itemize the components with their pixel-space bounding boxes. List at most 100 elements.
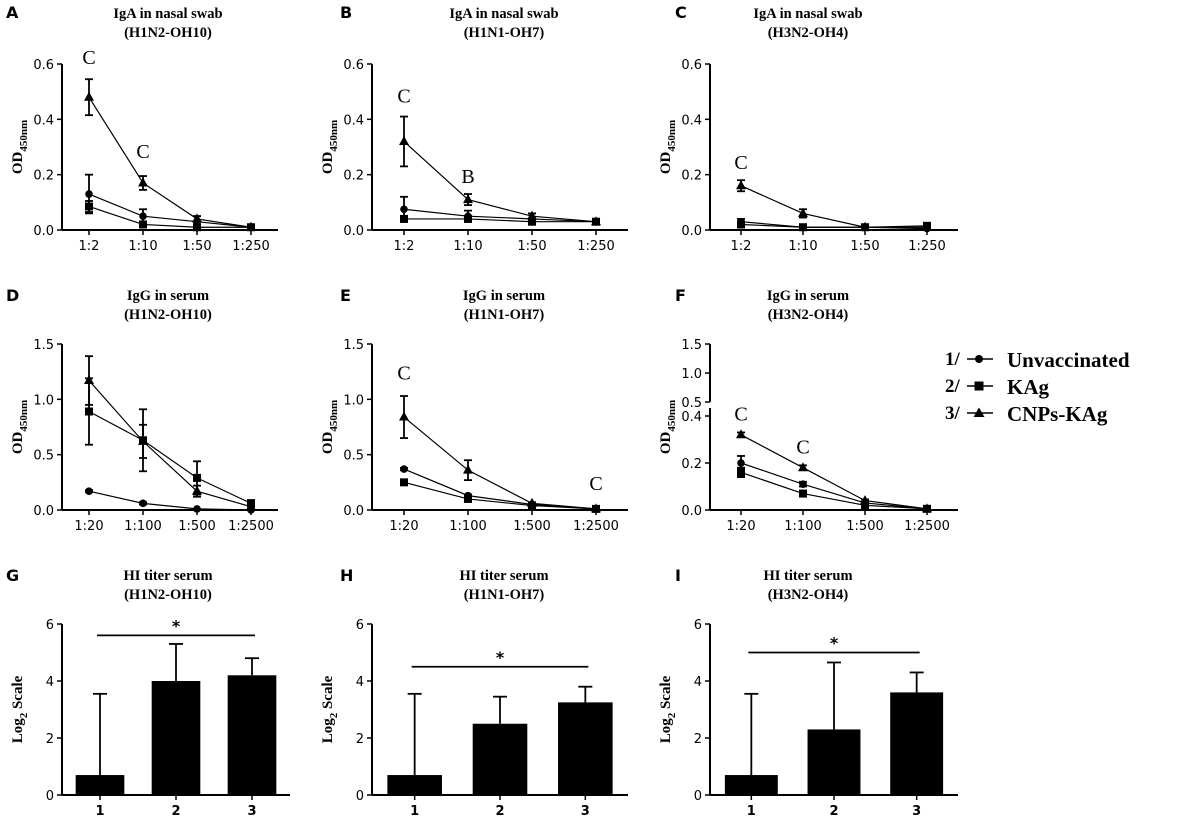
y-axis-label-G: Log2 Scale [10, 675, 30, 743]
x-tick-label-C-1-10: 1:10 [788, 239, 817, 254]
y-tick-label-B-0-0: 0.0 [343, 224, 364, 239]
x-tick-label-C-1-250: 1:250 [908, 239, 945, 254]
chart-subtitle-I: (H3N2-OH4) [768, 587, 849, 603]
y-tick-label-A-0-2: 0.2 [33, 169, 54, 184]
marker-F-cnps-kag-0 [736, 429, 746, 439]
marker-F-kag-0 [737, 468, 745, 477]
y-tick-label-D-0-5: 0.5 [33, 449, 54, 464]
panel-letter-G: G [6, 566, 19, 585]
series-A-unvaccinated [85, 173, 255, 232]
y-tick-label-F-0-0: 0.0 [681, 504, 702, 519]
x-tick-label-A-1-10: 1:10 [128, 239, 157, 254]
marker-A-kag-0 [85, 202, 93, 211]
x-tick-label-F-1-100: 1:100 [784, 519, 821, 534]
marker-D-unvaccinated-1 [139, 499, 147, 508]
marker-B-cnps-kag-0 [399, 135, 409, 145]
marker-C-cnps-kag-3 [922, 221, 932, 231]
chart-title-I: HI titer serum [763, 568, 852, 584]
marker-B-kag-1 [464, 214, 472, 223]
series-E-kag [400, 478, 600, 513]
marker-A-unvaccinated-0 [85, 190, 93, 198]
bar-G-1 [75, 775, 125, 795]
x-tick-label-F-1-20: 1:20 [726, 519, 755, 534]
y-axis-label-A: OD450nm [10, 120, 30, 174]
series-C-cnps-kag [736, 179, 932, 231]
bar-I-1 [724, 775, 778, 795]
bar-I-2 [807, 729, 861, 795]
y-axis-label-C: OD450nm [658, 120, 678, 174]
x-tick-label-C-1-50: 1:50 [850, 239, 879, 254]
series-line-F-cnps-kag [740, 434, 928, 510]
y-axis-label-E: OD450nm [320, 400, 340, 454]
x-tick-label-I-2: 2 [829, 804, 838, 819]
y-tick-label-C-0-0: 0.0 [681, 224, 702, 239]
marker-B-cnps-kag-1 [463, 194, 473, 204]
panel-letter-I: I [675, 566, 681, 585]
bar-H-2 [472, 723, 528, 795]
chart-title-A: IgA in nasal swab [113, 6, 222, 22]
series-line-A-unvaccinated [88, 193, 252, 228]
marker-F-unvaccinated-1 [799, 480, 807, 488]
marker-A-unvaccinated-1 [139, 212, 147, 220]
y-tick-label-H-0: 0 [356, 789, 364, 804]
y-tick-label-D-1-0: 1.0 [33, 393, 54, 408]
marker-D-kag-0 [85, 407, 93, 416]
y-tick-label-C-0-2: 0.2 [681, 169, 702, 184]
x-tick-label-H-1: 1 [410, 804, 419, 819]
marker-D-kag-2 [193, 473, 201, 482]
panel-letter-C: C [675, 3, 687, 22]
x-tick-label-A-1-2: 1:2 [79, 239, 100, 254]
significance-letter-A-1: C [136, 141, 149, 163]
chart-title-D: IgG in serum [127, 288, 209, 304]
significance-letter-B-0: C [397, 86, 410, 108]
y-tick-label-H-6: 6 [356, 618, 364, 633]
y-tick-label-D-1-5: 1.5 [33, 338, 54, 353]
series-D-kag [85, 377, 255, 508]
y-tick-label-A-0-0: 0.0 [33, 224, 54, 239]
marker-F-cnps-kag-3 [922, 503, 932, 513]
y-tick-label-H-2: 2 [356, 732, 364, 747]
significance-letter-E-1: C [589, 473, 602, 495]
marker-B-kag-0 [400, 214, 408, 223]
bar-G-3 [227, 675, 277, 795]
significance-letter-E-0: C [397, 362, 410, 384]
y-tick-label-A-0-4: 0.4 [33, 113, 54, 128]
chart-title-G: HI titer serum [123, 568, 212, 584]
x-tick-label-B-1-2: 1:2 [394, 239, 415, 254]
chart-subtitle-E: (H1N1-OH7) [464, 307, 545, 323]
series-line-A-kag [88, 205, 251, 228]
significance-letter-F-1: C [796, 437, 809, 459]
x-tick-label-E-1-2500: 1:2500 [573, 519, 619, 534]
panel-F: F IgG in serum (H3N2-OH4) 0.0 0.2 0.40.5 1.0 1.… [658, 286, 958, 534]
legend-num-3: 3/ [945, 403, 961, 424]
significance-letter-B-1: B [461, 166, 474, 188]
chart-title-B: IgA in nasal swab [449, 6, 558, 22]
y-tick-label-F-0-5: 0.5 [681, 396, 702, 411]
x-tick-label-G-3: 3 [247, 804, 256, 819]
series-line-E-kag [403, 481, 597, 510]
x-tick-label-E-1-500: 1:500 [513, 519, 550, 534]
marker-C-cnps-kag-1 [798, 207, 808, 217]
y-tick-label-I-6: 6 [694, 618, 702, 633]
marker-C-cnps-kag-2 [860, 221, 870, 231]
y-tick-label-G-2: 2 [46, 732, 54, 747]
x-tick-label-I-1: 1 [747, 804, 756, 819]
chart-subtitle-D: (H1N2-OH10) [124, 307, 212, 323]
significance-letter-A-0: C [82, 47, 95, 69]
series-line-C-cnps-kag [740, 185, 927, 228]
legend-num-2: 2/ [945, 376, 961, 397]
panel-C: C IgA in nasal swab (H3N2-OH4) 0.0 0.2 0.4 0.6… [658, 3, 958, 254]
legend-triangle-marker [973, 407, 985, 417]
marker-E-cnps-kag-3 [591, 503, 601, 513]
x-tick-label-A-1-250: 1:250 [232, 239, 269, 254]
y-axis-label-B: OD450nm [320, 120, 340, 174]
legend-num-1: 1/ [945, 349, 961, 370]
legend-square-marker [974, 381, 984, 391]
marker-B-kag-2 [528, 217, 536, 226]
x-tick-label-E-1-20: 1:20 [389, 519, 418, 534]
y-tick-label-F-0-4: 0.4 [681, 410, 702, 425]
x-tick-label-B-1-50: 1:50 [517, 239, 546, 254]
marker-B-unvaccinated-0 [400, 205, 408, 214]
series-line-D-kag [88, 410, 252, 504]
y-tick-label-B-0-2: 0.2 [343, 169, 364, 184]
